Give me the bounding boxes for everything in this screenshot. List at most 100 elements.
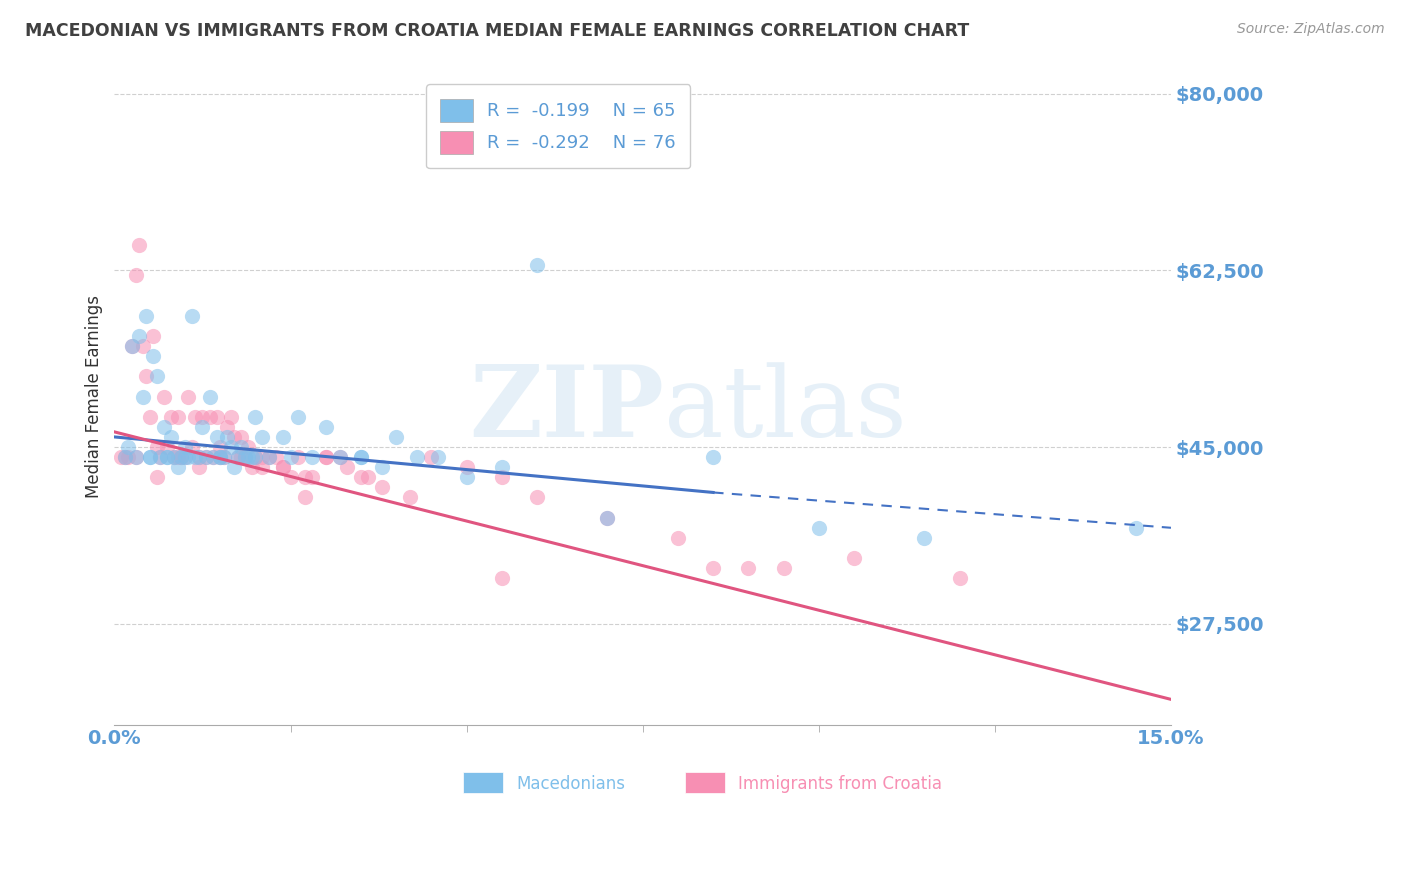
Point — [149, 450, 172, 464]
Point — [159, 409, 181, 424]
Point — [233, 450, 256, 464]
Point — [596, 510, 619, 524]
Point — [266, 450, 288, 464]
Point — [219, 440, 242, 454]
Point — [205, 430, 228, 444]
Point — [198, 409, 221, 424]
Point — [807, 521, 830, 535]
Point — [456, 460, 478, 475]
FancyBboxPatch shape — [685, 772, 725, 794]
Point — [217, 420, 239, 434]
Point — [202, 450, 225, 464]
Point — [177, 450, 200, 464]
Point — [702, 561, 724, 575]
Point — [226, 450, 249, 464]
Point — [142, 349, 165, 363]
Point — [209, 450, 232, 464]
Point — [420, 450, 443, 464]
Point — [187, 460, 209, 475]
Point — [131, 339, 153, 353]
Point — [329, 450, 352, 464]
Point — [170, 450, 193, 464]
Point — [177, 390, 200, 404]
Point — [117, 450, 139, 464]
Point — [180, 309, 202, 323]
Point — [301, 470, 323, 484]
Point — [238, 440, 260, 454]
Text: Immigrants from Croatia: Immigrants from Croatia — [738, 774, 942, 793]
Point — [121, 339, 143, 353]
Point — [245, 450, 267, 464]
Point — [152, 390, 174, 404]
Text: Macedonians: Macedonians — [516, 774, 624, 793]
Point — [135, 309, 157, 323]
Point — [121, 339, 143, 353]
Point — [156, 450, 179, 464]
Point — [202, 450, 225, 464]
Point — [224, 430, 246, 444]
Point — [252, 450, 274, 464]
Point — [259, 450, 281, 464]
Point — [138, 450, 160, 464]
Point — [184, 409, 207, 424]
Point — [406, 450, 429, 464]
Point — [287, 409, 309, 424]
Point — [195, 450, 218, 464]
Point — [124, 450, 146, 464]
Y-axis label: Median Female Earnings: Median Female Earnings — [86, 295, 103, 498]
Point — [159, 430, 181, 444]
Point — [195, 450, 218, 464]
Point — [166, 460, 188, 475]
Point — [166, 409, 188, 424]
Point — [245, 450, 267, 464]
Point — [526, 491, 548, 505]
Point — [240, 460, 263, 475]
Point — [245, 409, 267, 424]
Point — [912, 531, 935, 545]
Point — [427, 450, 450, 464]
Point — [124, 450, 146, 464]
Point — [209, 450, 232, 464]
Point — [217, 430, 239, 444]
Point — [737, 561, 759, 575]
Point — [1125, 521, 1147, 535]
Point — [187, 450, 209, 464]
Point — [114, 450, 136, 464]
Point — [173, 450, 195, 464]
Point — [163, 450, 186, 464]
Point — [371, 480, 394, 494]
Point — [350, 450, 373, 464]
Point — [273, 460, 295, 475]
Point — [128, 238, 150, 252]
Point — [135, 369, 157, 384]
Point — [117, 440, 139, 454]
Point — [173, 450, 195, 464]
Point — [138, 450, 160, 464]
Point — [128, 329, 150, 343]
Point — [702, 450, 724, 464]
Point — [156, 440, 179, 454]
Point — [385, 430, 408, 444]
Point — [350, 470, 373, 484]
Point — [231, 440, 253, 454]
Point — [252, 430, 274, 444]
Point — [170, 450, 193, 464]
Point — [273, 460, 295, 475]
Point — [294, 470, 316, 484]
Point — [209, 440, 232, 454]
Point — [180, 440, 202, 454]
Point — [252, 460, 274, 475]
Point — [149, 450, 172, 464]
Point — [145, 470, 167, 484]
Point — [187, 450, 209, 464]
Point — [191, 420, 214, 434]
Point — [145, 369, 167, 384]
Point — [491, 460, 513, 475]
Point — [329, 450, 352, 464]
Point — [357, 470, 380, 484]
Point — [124, 268, 146, 283]
Point — [350, 450, 373, 464]
Point — [156, 450, 179, 464]
Point — [280, 450, 302, 464]
Point — [280, 470, 302, 484]
